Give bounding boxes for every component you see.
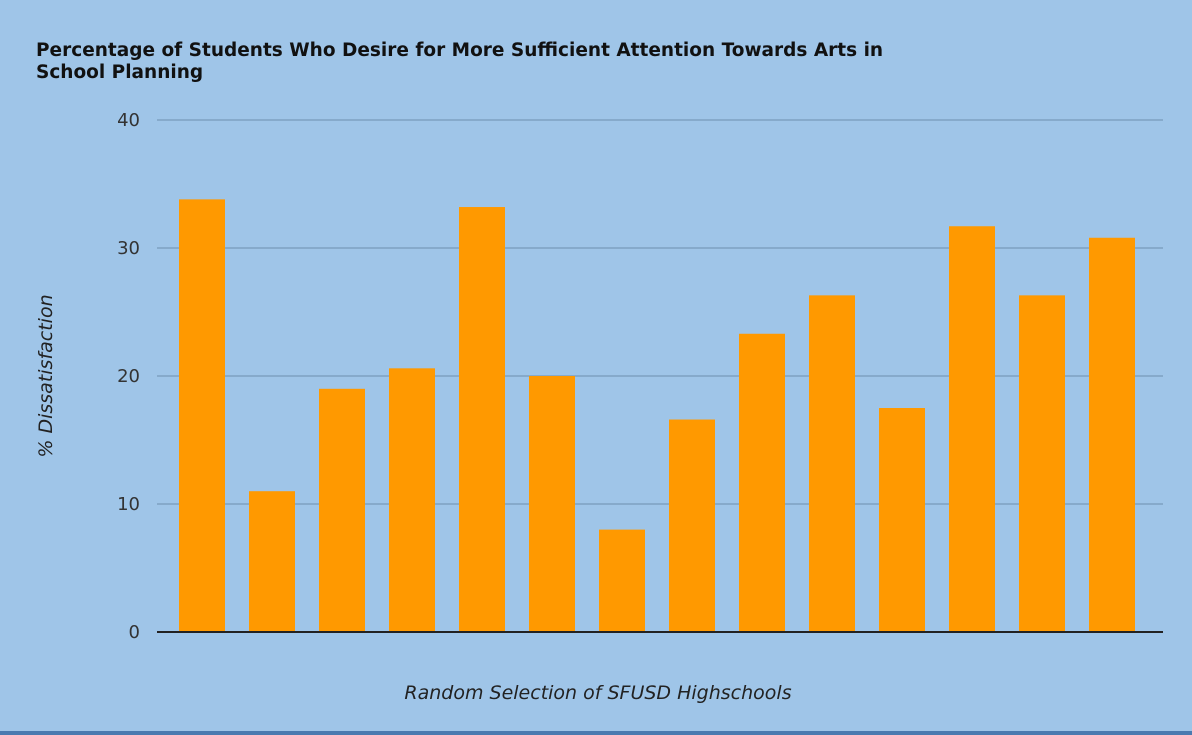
bar	[249, 491, 295, 632]
x-axis-label: Random Selection of SFUSD Highschools	[404, 682, 791, 704]
bar	[599, 529, 645, 632]
bars	[179, 199, 1135, 633]
bar	[389, 368, 435, 632]
bar	[949, 226, 995, 633]
grid-lines	[157, 119, 1163, 505]
chart-title-line-1: Percentage of Students Who Desire for Mo…	[36, 40, 883, 61]
bar	[319, 388, 365, 632]
y-axis-label: % Dissatisfaction	[35, 294, 57, 457]
bar	[459, 207, 505, 633]
bar	[1019, 295, 1065, 632]
bar	[669, 419, 715, 632]
chart-title-line-2: School Planning	[36, 62, 203, 83]
y-tick-labels: 0 10 20 30 40	[117, 110, 140, 643]
bar	[809, 295, 855, 632]
bar	[739, 333, 785, 632]
y-tick-label: 0	[129, 622, 140, 643]
bar	[179, 199, 225, 633]
bar	[529, 376, 575, 632]
bottom-border	[0, 731, 1192, 735]
bar	[1089, 237, 1135, 632]
y-tick-label: 40	[117, 110, 140, 131]
y-tick-label: 10	[117, 494, 140, 515]
bar	[879, 408, 925, 632]
y-tick-label: 30	[117, 238, 140, 259]
y-tick-label: 20	[117, 366, 140, 387]
